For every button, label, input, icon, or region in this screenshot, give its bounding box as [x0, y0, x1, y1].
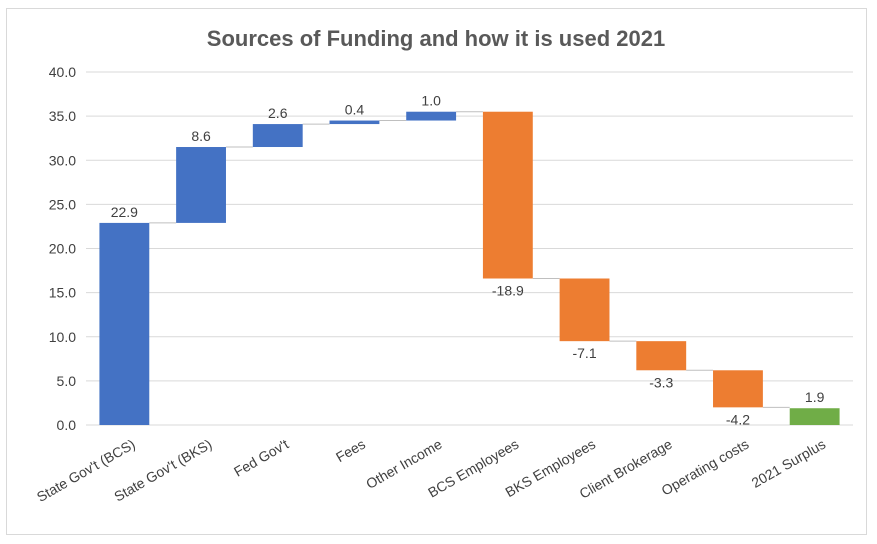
data-label: 1.9: [805, 389, 825, 405]
bar-decrease: [713, 370, 763, 408]
y-tick-label: 0.0: [57, 417, 77, 433]
data-label: 22.9: [111, 204, 138, 220]
bar-increase: [329, 120, 380, 125]
category-label: Fees: [333, 436, 368, 465]
y-tick-label: 15.0: [49, 285, 76, 301]
bar-total: [789, 408, 840, 425]
bar-increase: [99, 222, 150, 425]
y-tick-label: 20.0: [49, 241, 76, 257]
data-label: 8.6: [191, 128, 211, 144]
data-label: 1.0: [421, 93, 441, 109]
category-label: 2021 Surplus: [749, 436, 828, 491]
bar-decrease: [482, 111, 533, 279]
data-label: -4.2: [726, 411, 750, 427]
data-label: 0.4: [345, 102, 365, 118]
y-tick-label: 5.0: [57, 373, 77, 389]
data-label: -18.9: [492, 283, 524, 299]
data-labels: 22.9 8.6 2.6 0.4 1.0 -18.9 -7.1 -3.3 -4.2 1.9: [111, 93, 825, 428]
bar-decrease: [559, 278, 610, 342]
y-tick-label: 10.0: [49, 329, 76, 345]
chart-frame: [6, 8, 867, 535]
data-label: -7.1: [572, 345, 596, 361]
category-label: Operating costs: [659, 436, 752, 499]
x-axis-categories: State Gov't (BCS)State Gov't (BKS) Fed Go…: [34, 436, 828, 505]
y-tick-label: 35.0: [49, 108, 76, 124]
data-label: 2.6: [268, 105, 288, 121]
data-label: -3.3: [649, 374, 673, 390]
category-label: Fed Gov't: [231, 436, 291, 480]
chart-title: Sources of Funding and how it is used 20…: [207, 26, 665, 51]
gridlines: [86, 71, 853, 426]
bars: [99, 111, 840, 425]
connectors: [149, 111, 790, 408]
bar-decrease: [636, 341, 687, 371]
y-tick-label: 40.0: [49, 64, 76, 80]
y-axis-ticks: 0.0 5.0 10.0 15.0 20.0 25.0 30.0 35.0 40.0: [49, 64, 76, 433]
bar-increase: [176, 147, 226, 223]
y-tick-label: 30.0: [49, 152, 76, 168]
bar-increase: [406, 111, 457, 121]
y-tick-label: 25.0: [49, 196, 76, 212]
bar-increase: [252, 124, 303, 148]
